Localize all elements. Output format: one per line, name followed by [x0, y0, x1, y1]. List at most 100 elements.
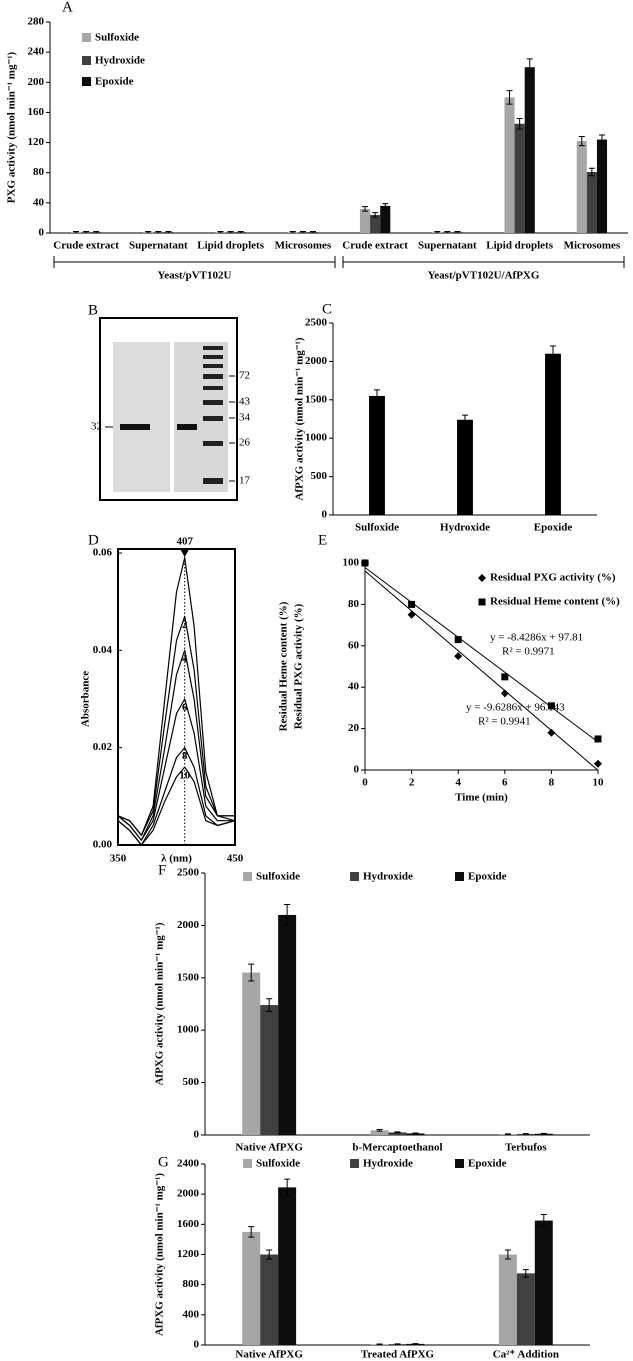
error-bar — [462, 414, 468, 425]
bar — [586, 171, 597, 233]
bar — [388, 1132, 407, 1135]
panel-letter: F — [158, 862, 166, 878]
ladder-band — [203, 346, 223, 350]
bar — [596, 139, 608, 233]
y-tick-label: 60 — [348, 639, 360, 651]
panel-letter: G — [158, 1154, 169, 1170]
gel-panel: B 32 72 43 34 26 17 — [88, 302, 251, 501]
error-bar — [284, 1178, 291, 1197]
error-bar — [550, 345, 556, 362]
legend-label: Sulfoxide — [256, 1158, 300, 1170]
legend-swatch — [82, 33, 91, 42]
panel-letter: C — [322, 301, 332, 317]
y-tick-label: 80 — [348, 598, 360, 610]
gel-lane — [113, 342, 170, 492]
error-bar — [394, 1131, 401, 1134]
y-tick-label: 20 — [348, 722, 360, 734]
x-tick-label: Ca²⁺ Addition — [493, 1349, 559, 1361]
trendline-equation: y = -9.6286x + 96.143 — [466, 702, 565, 714]
marker-label: 72 — [239, 370, 250, 382]
x-tick-label: Crude extract — [342, 240, 408, 252]
legend-label: Hydroxide — [363, 871, 413, 883]
legend-label: Epoxide — [95, 76, 134, 88]
bar — [242, 1231, 261, 1345]
y-tick-label: 2000 — [177, 919, 200, 931]
legend-label: Sulfoxide — [256, 871, 300, 883]
legend-marker — [478, 574, 486, 582]
error-bar — [374, 389, 380, 403]
y-tick-label: 1000 — [177, 1024, 200, 1036]
bar — [504, 97, 515, 233]
point — [501, 673, 509, 681]
trendline — [364, 570, 599, 771]
trendline-equation: y = -8.4286x + 97.81 — [490, 632, 583, 644]
error-bar — [266, 1249, 273, 1260]
error-bar — [516, 117, 523, 130]
error-bar — [454, 230, 461, 234]
curve-label: 8 — [182, 750, 188, 762]
x-tick-label: 4 — [455, 777, 461, 789]
point — [407, 610, 416, 619]
error-bar — [522, 1269, 529, 1278]
bar — [516, 1273, 535, 1345]
x-tick-label: Epoxide — [534, 522, 573, 534]
error-bar — [93, 230, 100, 234]
error-bar — [83, 230, 90, 234]
y-tick-label: 2400 — [177, 1158, 200, 1170]
error-bar — [578, 136, 585, 147]
bar — [359, 208, 371, 233]
error-bar — [217, 230, 224, 234]
bar — [242, 972, 261, 1135]
y-tick-label: 1200 — [177, 1248, 200, 1260]
point — [547, 728, 556, 737]
y-tick-label: 1500 — [305, 393, 328, 405]
bar — [370, 1130, 389, 1135]
plot-frame — [117, 548, 236, 846]
error-bar — [289, 230, 296, 234]
band-label: 32 — [91, 421, 102, 433]
bar — [278, 1187, 297, 1345]
error-bar — [504, 1133, 511, 1135]
x-tick-label: Native AfPXG — [235, 1142, 303, 1154]
gel-band — [120, 424, 150, 430]
legend-label: Hydroxide — [95, 55, 145, 67]
point — [454, 636, 462, 644]
error-bar — [504, 1249, 511, 1260]
y-tick-label: 400 — [183, 1308, 200, 1320]
y-tick-label: 200 — [28, 76, 45, 88]
panel-letter: A — [62, 0, 73, 15]
x-tick-label: Native AfPXG — [235, 1349, 303, 1361]
error-bar — [382, 203, 389, 209]
error-bar — [540, 1132, 547, 1135]
y-tick-label: 240 — [28, 46, 45, 58]
error-bar — [506, 90, 513, 105]
y-tick-label: 0.06 — [93, 547, 113, 559]
legend-label: Epoxide — [468, 1158, 507, 1170]
error-bar — [362, 206, 369, 212]
y-tick-label: 1600 — [177, 1218, 200, 1230]
y-tick-label: 0.00 — [93, 839, 113, 851]
point — [594, 735, 602, 743]
y-axis-label: Absorbance — [80, 671, 92, 727]
legend-label: Hydroxide — [363, 1158, 413, 1170]
legend-swatch — [82, 77, 91, 86]
y-tick-label: 160 — [28, 106, 45, 118]
y-tick-label: 40 — [348, 681, 360, 693]
error-bar — [145, 230, 152, 234]
error-bar — [155, 230, 162, 234]
y-tick-label: 500 — [311, 470, 328, 482]
point — [500, 689, 509, 698]
error-bar — [248, 1226, 255, 1238]
error-bar — [444, 230, 451, 234]
panel-letter: B — [88, 302, 98, 318]
y-axis-label: Residual PXG activity (%) — [293, 603, 305, 729]
y-tick-label: 800 — [183, 1278, 200, 1290]
y-tick-label: 120 — [28, 136, 45, 148]
y-tick-label: 0 — [194, 1129, 200, 1141]
ladder-band — [203, 386, 223, 390]
ladder-band — [203, 416, 223, 421]
trendline — [364, 567, 599, 743]
x-tick-label: Supernatant — [129, 240, 188, 252]
gel-band — [177, 424, 197, 430]
